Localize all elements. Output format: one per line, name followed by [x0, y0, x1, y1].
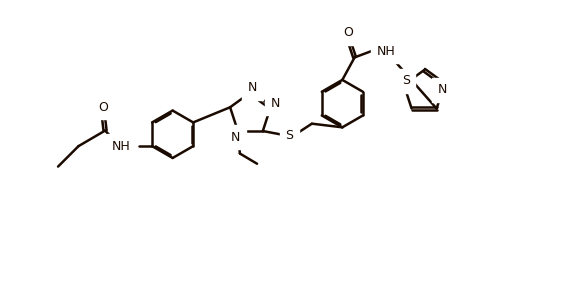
Text: N: N [231, 131, 241, 144]
Text: S: S [402, 74, 410, 87]
Text: S: S [285, 129, 293, 142]
Text: N: N [248, 81, 257, 94]
Text: O: O [98, 101, 108, 114]
Text: N: N [438, 83, 447, 96]
Text: NH: NH [112, 140, 131, 153]
Text: O: O [343, 26, 353, 39]
Text: N: N [271, 97, 280, 110]
Text: NH: NH [377, 45, 396, 58]
